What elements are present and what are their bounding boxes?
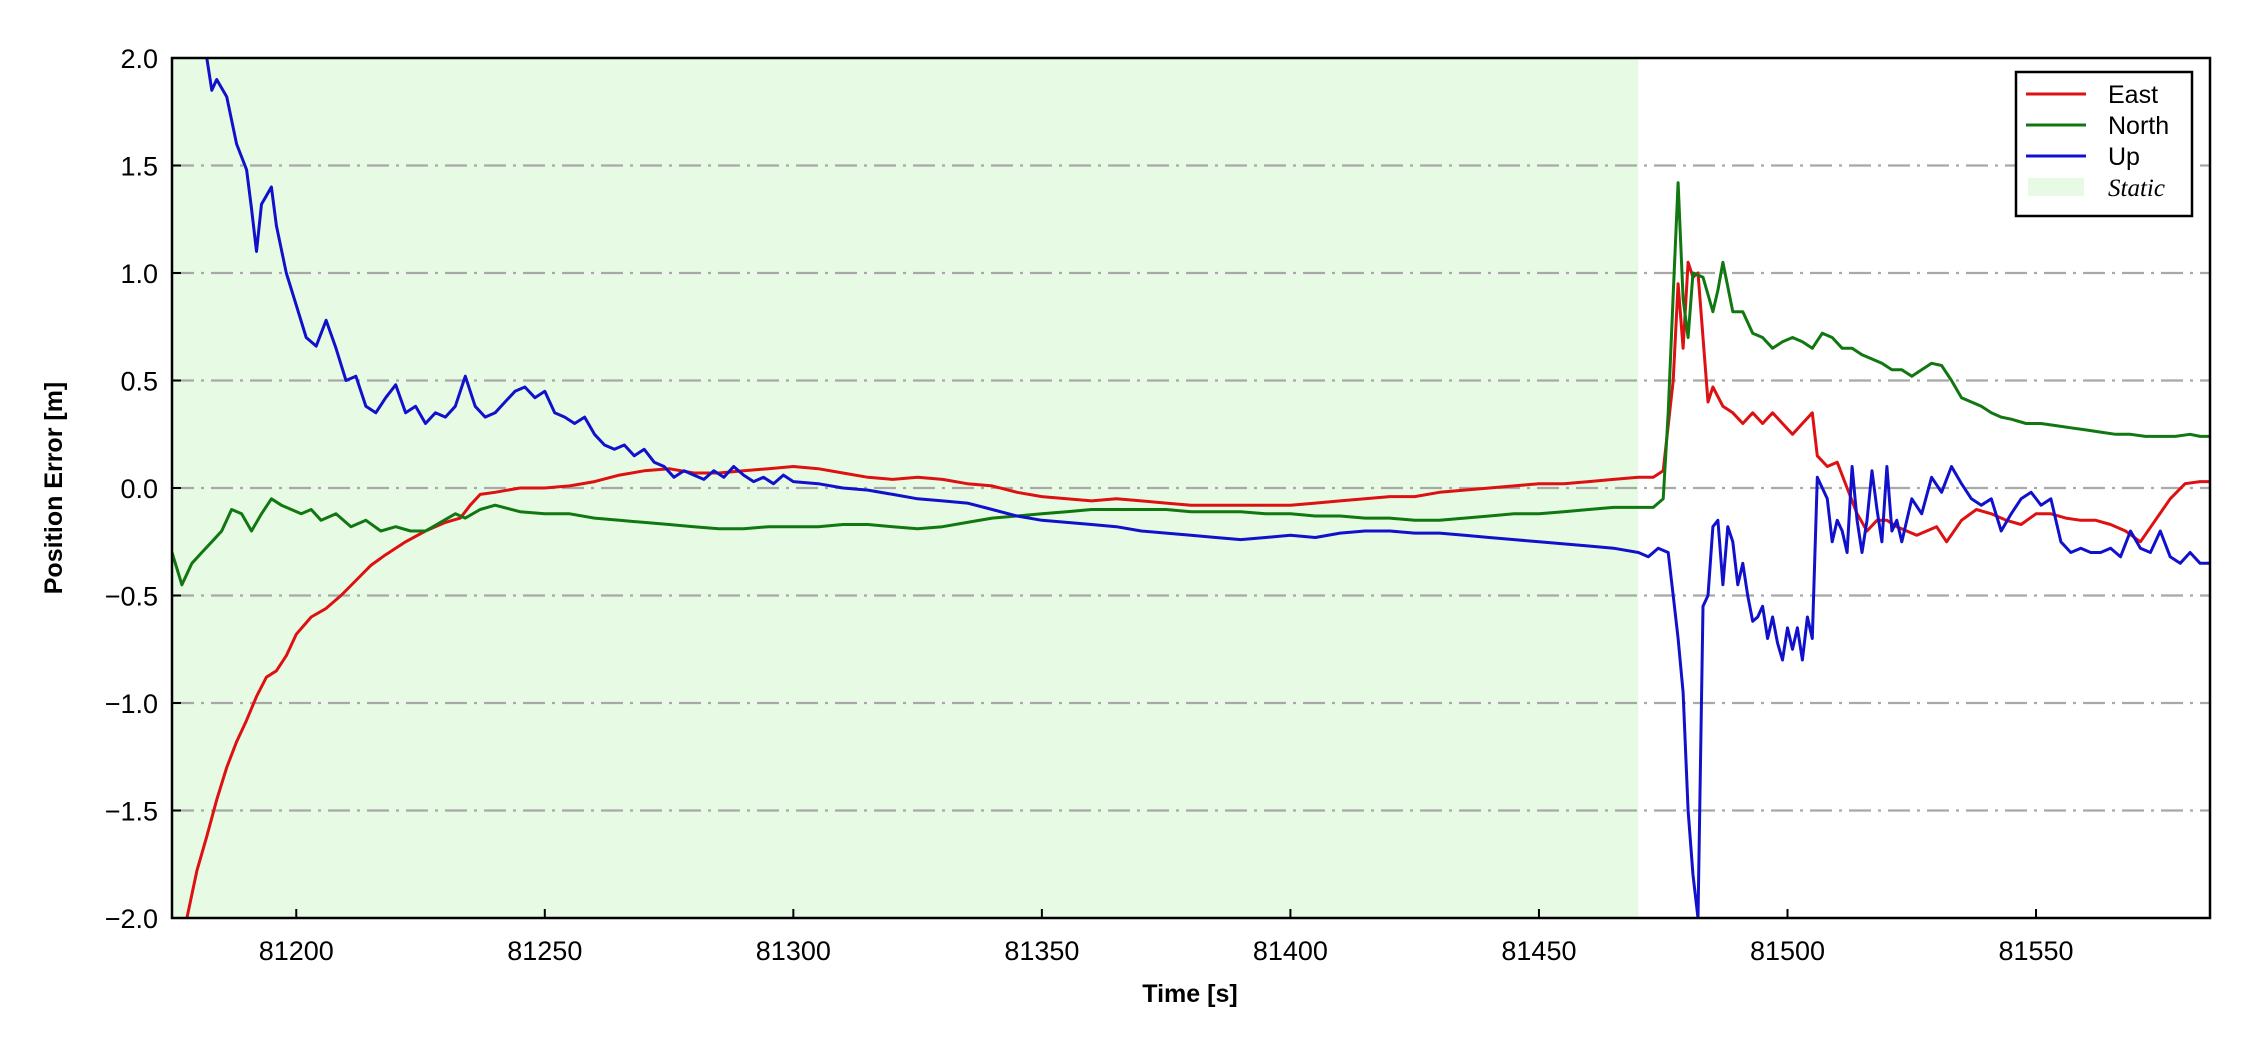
legend-swatch-static	[2028, 178, 2084, 196]
series-line-east	[185, 260, 2210, 918]
y-tick-label: −2.0	[105, 904, 158, 934]
y-tick-label: 1.5	[120, 152, 158, 182]
x-tick-label: 81450	[1501, 936, 1576, 966]
y-axis-title: Position Error [m]	[40, 382, 68, 595]
x-axis-title: Time [s]	[1142, 980, 1237, 1008]
legend-label-up: Up	[2108, 143, 2140, 171]
legend-label-east: East	[2108, 81, 2158, 109]
x-tick-label: 81550	[1998, 936, 2073, 966]
legend-label-static: Static	[2108, 175, 2165, 202]
x-tick-label: 81250	[507, 936, 582, 966]
y-tick-label: 0.5	[120, 367, 158, 397]
x-tick-label: 81300	[756, 936, 831, 966]
series-line-north	[172, 181, 2210, 587]
y-tick-label: 1.0	[120, 259, 158, 289]
y-tick-label: −1.5	[105, 797, 158, 827]
legend-label-north: North	[2108, 112, 2169, 140]
x-tick-label: 81500	[1750, 936, 1825, 966]
x-tick-label: 81200	[259, 936, 334, 966]
legend: East North Up Static	[2014, 70, 2194, 218]
x-tick-label: 81400	[1253, 936, 1328, 966]
y-tick-label: −0.5	[105, 582, 158, 612]
y-tick-label: −1.0	[105, 689, 158, 719]
series-line-up	[205, 58, 2210, 918]
y-tick-label: 2.0	[120, 44, 158, 74]
x-tick-label: 81350	[1004, 936, 1079, 966]
series-lines	[172, 58, 2210, 918]
y-tick-label: 0.0	[120, 474, 158, 504]
axis-ticks: 81200 81250 81300 81350 81400 81450 81500 81550…	[105, 44, 2074, 966]
